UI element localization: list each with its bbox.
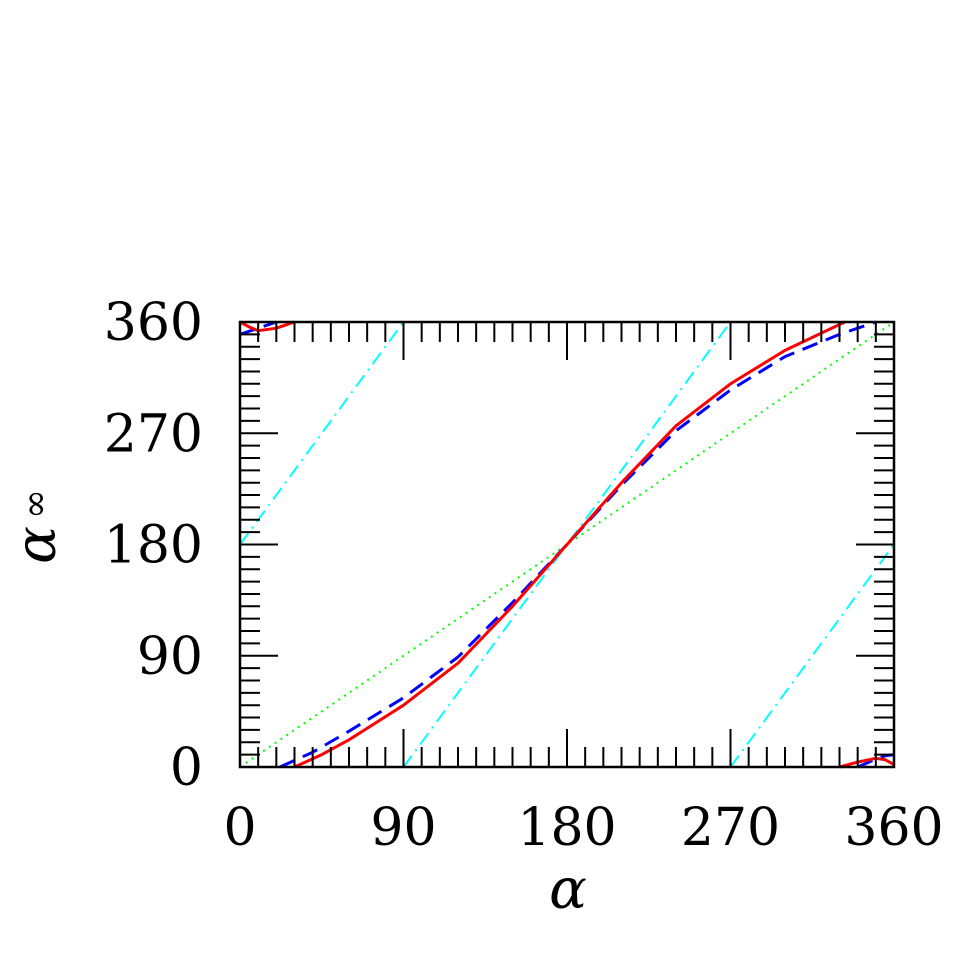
y-axis-title: α ∞ <box>4 489 69 564</box>
plot-frame <box>238 320 896 769</box>
y-tick-label: 90 <box>137 627 203 687</box>
series-layer <box>239 320 895 769</box>
x-axis-title: α <box>549 857 587 922</box>
series-0-dotted-segment-0 <box>239 321 895 768</box>
x-tick-label: 360 <box>844 798 943 858</box>
y-axis-title-subscript: ∞ <box>15 489 56 519</box>
y-tick-label: 180 <box>104 516 203 576</box>
labels-layer: 0 90 180 270 360 0 90 180 270 360 <box>104 293 944 858</box>
series-1-dash-dot-segment-2 <box>729 543 895 768</box>
x-tick-label: 180 <box>517 798 616 858</box>
y-tick-label: 0 <box>170 738 203 798</box>
series-2-dashed-segment-1 <box>279 320 877 769</box>
series-3-solid-segment-1 <box>293 320 846 769</box>
series-1-dash-dot-segment-0 <box>239 321 405 546</box>
y-axis-title-main: α <box>4 526 69 564</box>
x-tick-label: 270 <box>681 798 780 858</box>
y-tick-label: 360 <box>104 293 203 353</box>
x-tick-label: 0 <box>223 798 256 858</box>
x-tick-label: 90 <box>370 798 436 858</box>
series-1-dash-dot-segment-1 <box>402 321 732 768</box>
y-tick-label: 270 <box>104 404 203 464</box>
series-2-dashed-segment-0 <box>239 320 277 336</box>
